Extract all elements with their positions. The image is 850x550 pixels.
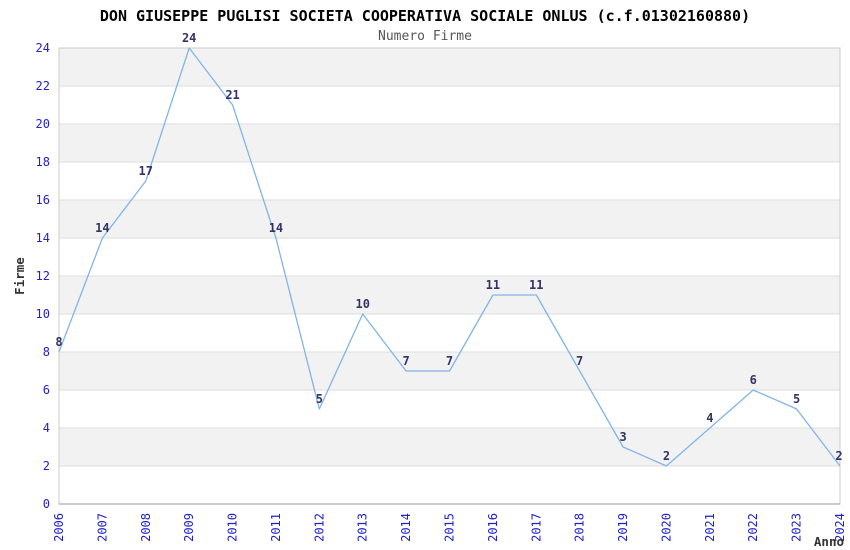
y-tick-label: 2 [43, 459, 50, 473]
data-label: 2 [835, 449, 842, 463]
plot-band [59, 48, 840, 86]
x-tick-label: 2014 [399, 513, 413, 542]
data-label: 24 [182, 31, 196, 45]
x-tick-label: 2011 [269, 513, 283, 542]
y-tick-label: 6 [43, 383, 50, 397]
x-tick-label: 2015 [443, 513, 457, 542]
data-label: 11 [529, 278, 543, 292]
plot-band [59, 466, 840, 504]
plot-band [59, 276, 840, 314]
data-label: 17 [139, 164, 153, 178]
y-tick-label: 8 [43, 345, 50, 359]
y-tick-label: 22 [36, 79, 50, 93]
data-label: 3 [619, 430, 626, 444]
x-tick-label: 2022 [746, 513, 760, 542]
plot-band [59, 124, 840, 162]
plot-band [59, 238, 840, 276]
x-tick-label: 2019 [616, 513, 630, 542]
series-line [58, 47, 841, 467]
data-label: 6 [750, 373, 757, 387]
data-label: 5 [793, 392, 800, 406]
data-label: 7 [402, 354, 409, 368]
y-tick-label: 10 [36, 307, 50, 321]
y-axis-title: Firme [12, 257, 27, 295]
plot-band [59, 428, 840, 466]
data-label: 10 [355, 297, 369, 311]
y-tick-label: 20 [36, 117, 50, 131]
x-tick-label: 2010 [226, 513, 240, 542]
data-label: 2 [663, 449, 670, 463]
x-tick-label: 2018 [573, 513, 587, 542]
plot-band [59, 314, 840, 352]
data-label: 11 [486, 278, 500, 292]
data-label: 4 [706, 411, 713, 425]
plot-band [59, 390, 840, 428]
y-tick-label: 24 [36, 41, 50, 55]
y-tick-label: 12 [36, 269, 50, 283]
plot-band [59, 86, 840, 124]
x-tick-label: 2016 [486, 513, 500, 542]
x-tick-label: 2007 [95, 513, 109, 542]
plot-band [59, 200, 840, 238]
data-label: 14 [95, 221, 109, 235]
chart-subtitle: Numero Firme [378, 29, 472, 44]
x-tick-label: 2020 [659, 513, 673, 542]
x-tick-label: 2017 [529, 513, 543, 542]
y-tick-label: 18 [36, 155, 50, 169]
y-tick-label: 4 [43, 421, 50, 435]
x-tick-label: 2013 [356, 513, 370, 542]
data-label: 7 [576, 354, 583, 368]
x-tick-label: 2006 [52, 513, 66, 542]
plot-band [59, 162, 840, 200]
y-tick-label: 16 [36, 193, 50, 207]
data-label: 21 [225, 88, 239, 102]
data-label: 8 [55, 335, 62, 349]
x-tick-label: 2009 [182, 513, 196, 542]
x-tick-label: 2008 [139, 513, 153, 542]
x-axis-title: Anno [814, 534, 844, 549]
chart-title: DON GIUSEPPE PUGLISI SOCIETA COOPERATIVA… [99, 7, 751, 25]
x-tick-label: 2021 [703, 513, 717, 542]
x-tick-label: 2012 [312, 513, 326, 542]
data-label: 7 [446, 354, 453, 368]
data-label: 5 [316, 392, 323, 406]
y-tick-label: 0 [43, 497, 50, 511]
y-tick-label: 14 [36, 231, 50, 245]
x-tick-label: 2023 [790, 513, 804, 542]
x-tick-label: 2024 [833, 513, 847, 542]
data-label: 14 [269, 221, 283, 235]
